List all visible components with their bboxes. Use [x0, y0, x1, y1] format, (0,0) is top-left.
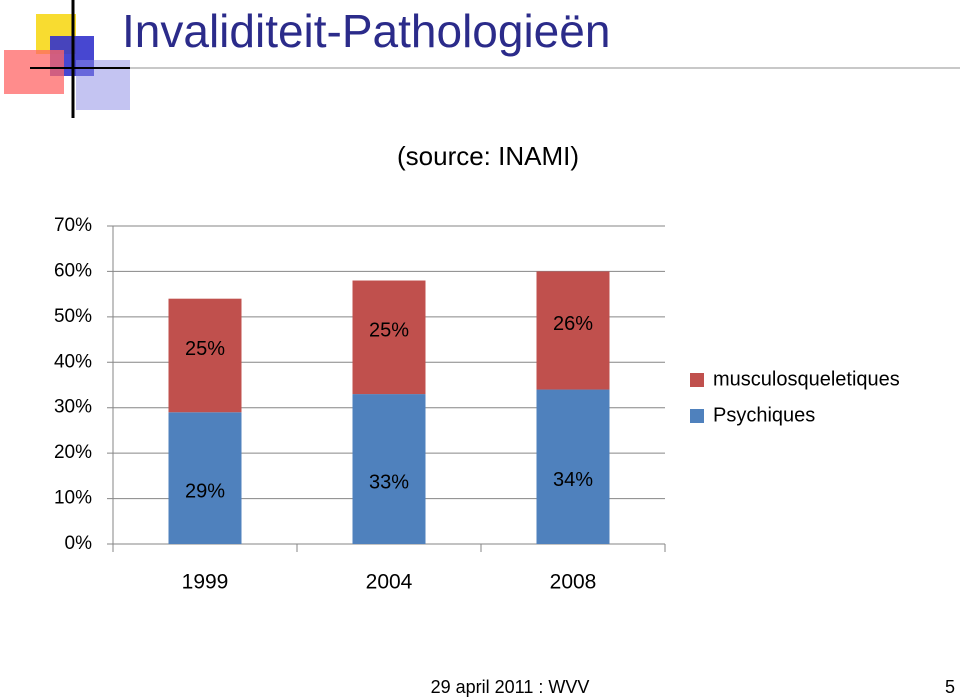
y-tick-label: 10%	[54, 488, 92, 509]
y-tick-label: 40%	[54, 351, 92, 372]
data-label: 29%	[185, 480, 225, 502]
slide-title: Invaliditeit-Pathologieën	[122, 5, 610, 57]
chart-source: (source: INAMI)	[397, 141, 579, 171]
page-number: 5	[945, 677, 955, 697]
data-label: 33%	[369, 471, 409, 493]
footer: 29 april 2011 : WVV	[431, 677, 590, 697]
bar-segment	[536, 271, 610, 390]
bar-segment	[536, 389, 610, 544]
y-tick-label: 0%	[65, 533, 93, 554]
bar-segment	[168, 298, 242, 413]
data-label: 25%	[369, 320, 409, 342]
legend-label: Psychiques	[713, 404, 815, 426]
data-label: 25%	[185, 338, 225, 360]
y-tick-label: 20%	[54, 442, 92, 463]
x-tick-label: 1999	[182, 571, 229, 594]
bar-segment	[352, 280, 426, 395]
y-tick-label: 50%	[54, 306, 92, 327]
bar-segment	[352, 394, 426, 544]
y-tick-label: 30%	[54, 397, 92, 418]
legend-swatch	[690, 373, 704, 387]
x-tick-label: 2008	[550, 571, 597, 594]
y-tick-label: 60%	[54, 260, 92, 281]
x-tick-label: 2004	[366, 571, 413, 594]
y-tick-label: 70%	[54, 215, 92, 236]
data-label: 34%	[553, 469, 593, 491]
bar-segment	[168, 412, 242, 544]
data-label: 26%	[553, 313, 593, 335]
legend-label: musculosqueletiques	[713, 368, 900, 390]
decoration	[4, 0, 960, 118]
legend-swatch	[690, 409, 704, 423]
